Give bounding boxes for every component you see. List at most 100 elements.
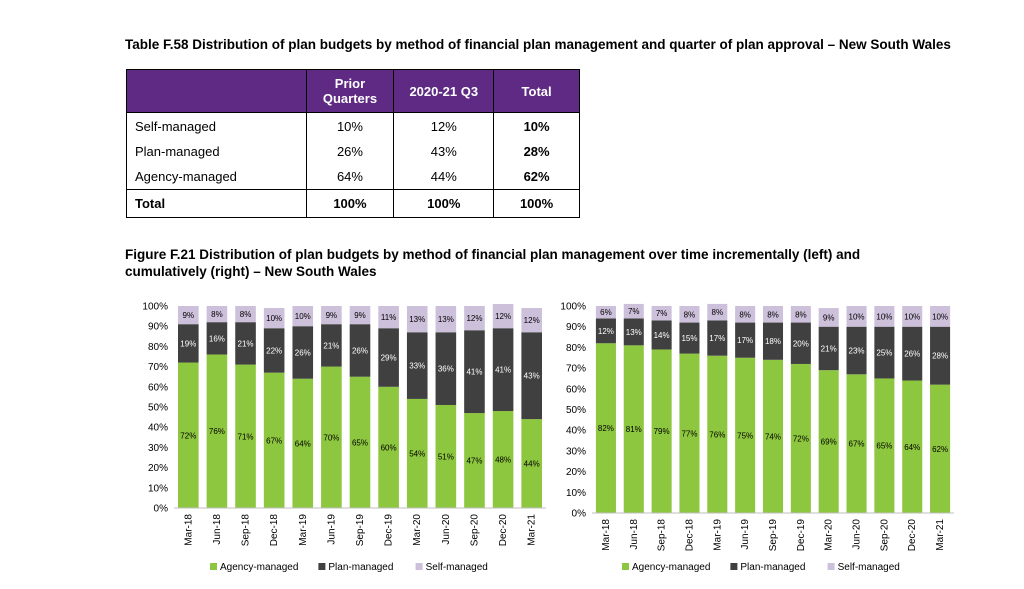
bar-plan-managed-jun-19 xyxy=(735,322,756,358)
data-label: 11% xyxy=(381,313,396,322)
data-label: 74% xyxy=(765,432,781,441)
legend-label: Self-managed xyxy=(426,562,488,573)
data-label: 65% xyxy=(352,438,368,447)
data-label: 18% xyxy=(765,337,781,346)
x-tick-label: Mar-20 xyxy=(824,519,835,551)
legend-swatch xyxy=(730,563,738,570)
x-tick-label: Sep-18 xyxy=(657,519,668,552)
y-tick-label: 30% xyxy=(148,443,168,454)
x-tick-label: Dec-20 xyxy=(907,519,918,552)
data-label: 28% xyxy=(932,352,948,361)
cell-total: 62% xyxy=(493,164,580,190)
data-label: 12% xyxy=(598,327,614,336)
bar-plan-managed-jun-18 xyxy=(206,322,228,355)
y-tick-label: 100% xyxy=(560,302,586,313)
bar-plan-managed-mar-20 xyxy=(406,332,428,399)
bar-plan-managed-dec-19 xyxy=(378,328,399,387)
data-label: 10% xyxy=(266,314,282,323)
data-label: 16% xyxy=(209,334,225,343)
data-label: 12% xyxy=(466,314,482,323)
bar-agency-managed-jun-20 xyxy=(846,374,867,513)
data-label: 21% xyxy=(821,344,837,353)
bar-agency-managed-sep-18 xyxy=(651,349,672,513)
x-tick-label: Mar-19 xyxy=(712,519,723,551)
bar-self-managed-sep-19 xyxy=(762,306,784,323)
data-label: 75% xyxy=(737,431,753,440)
bar-plan-managed-mar-19 xyxy=(707,320,728,356)
table-row: Agency-managed 64% 44% 62% xyxy=(126,164,580,190)
x-tick-label: Dec-20 xyxy=(498,514,509,547)
header-total: Total xyxy=(493,69,580,113)
x-tick-label: Mar-19 xyxy=(298,514,309,546)
bar-self-managed-dec-19 xyxy=(790,306,811,323)
data-label: 6% xyxy=(600,308,612,317)
bar-self-managed-dec-20 xyxy=(492,303,514,329)
x-tick-label: Jun-18 xyxy=(629,519,640,550)
y-tick-label: 0% xyxy=(572,509,587,520)
bar-agency-managed-mar-18 xyxy=(595,343,616,513)
bar-plan-managed-jun-18 xyxy=(623,318,644,346)
legend-swatch xyxy=(827,563,835,570)
bar-self-managed-mar-18 xyxy=(595,306,616,319)
x-tick-label: Mar-21 xyxy=(527,514,538,546)
data-label: 9% xyxy=(354,311,366,320)
bar-plan-managed-mar-18 xyxy=(595,318,616,344)
data-label: 48% xyxy=(495,456,511,465)
bar-self-managed-jun-18 xyxy=(206,306,228,323)
y-tick-label: 50% xyxy=(566,405,586,416)
bar-self-managed-jun-20 xyxy=(435,306,457,333)
bar-agency-managed-mar-19 xyxy=(292,378,314,508)
data-label: 82% xyxy=(598,424,614,433)
y-tick-label: 90% xyxy=(566,322,586,333)
bar-plan-managed-mar-18 xyxy=(178,324,199,363)
bar-self-managed-mar-18 xyxy=(178,306,199,325)
data-label: 79% xyxy=(654,427,670,436)
cell-prior: 64% xyxy=(305,164,395,190)
data-label: 20% xyxy=(793,339,809,348)
bar-agency-managed-dec-19 xyxy=(790,363,811,513)
y-tick-label: 80% xyxy=(566,343,586,354)
row-label: Total xyxy=(126,189,307,218)
bar-self-managed-jun-19 xyxy=(321,306,342,325)
data-label: 67% xyxy=(266,436,282,445)
data-label: 12% xyxy=(495,312,511,321)
bar-self-managed-jun-20 xyxy=(846,306,867,327)
data-label: 29% xyxy=(381,354,397,363)
bar-plan-managed-dec-20 xyxy=(902,326,923,381)
x-tick-label: Mar-18 xyxy=(183,514,194,546)
bar-agency-managed-dec-20 xyxy=(902,380,923,513)
data-label: 62% xyxy=(932,445,948,454)
y-tick-label: 70% xyxy=(148,362,168,373)
data-label: 36% xyxy=(438,365,454,374)
data-label: 23% xyxy=(849,347,865,356)
data-label: 51% xyxy=(438,452,454,461)
x-tick-label: Mar-20 xyxy=(412,514,423,546)
bar-plan-managed-mar-20 xyxy=(818,326,839,371)
data-label: 17% xyxy=(709,334,725,343)
table-header-row: Prior Quarters 2020-21 Q3 Total xyxy=(126,69,580,113)
data-label: 21% xyxy=(323,341,339,350)
bar-self-managed-mar-20 xyxy=(406,306,428,333)
x-tick-label: Sep-18 xyxy=(241,514,252,547)
x-tick-label: Sep-19 xyxy=(768,519,779,552)
data-label: 69% xyxy=(821,438,837,447)
data-label: 8% xyxy=(739,310,751,319)
x-tick-label: Sep-20 xyxy=(469,514,480,547)
data-label: 71% xyxy=(238,432,254,441)
cell-q3: 12% xyxy=(393,112,495,139)
data-label: 60% xyxy=(381,443,397,452)
bar-plan-managed-mar-21 xyxy=(930,326,951,385)
data-label: 12% xyxy=(524,316,540,325)
bar-self-managed-jun-18 xyxy=(623,303,644,319)
bar-agency-managed-sep-18 xyxy=(235,364,256,508)
bar-agency-managed-sep-20 xyxy=(874,378,895,513)
data-label: 14% xyxy=(654,331,670,340)
x-tick-label: Jun-20 xyxy=(852,519,863,550)
data-label: 67% xyxy=(849,440,865,449)
legend-label: Plan-managed xyxy=(740,562,805,573)
data-label: 72% xyxy=(793,434,809,443)
data-label: 17% xyxy=(737,336,753,345)
data-label: 7% xyxy=(628,307,640,316)
row-label: Plan-managed xyxy=(126,139,307,164)
cell-prior: 100% xyxy=(305,189,395,218)
